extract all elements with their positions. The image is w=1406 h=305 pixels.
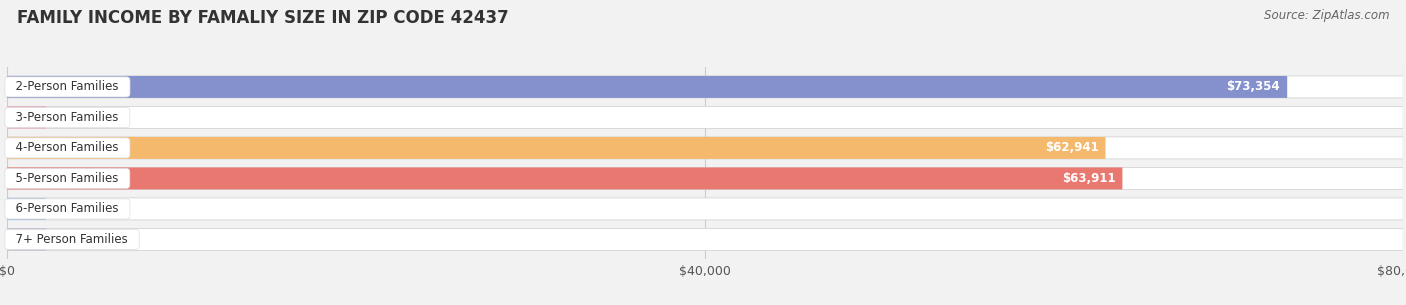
Text: 5-Person Families: 5-Person Families (8, 172, 127, 185)
Text: $62,941: $62,941 (1045, 142, 1098, 154)
FancyBboxPatch shape (7, 228, 46, 250)
FancyBboxPatch shape (7, 137, 1105, 159)
Text: 4-Person Families: 4-Person Families (8, 142, 127, 154)
Text: $0: $0 (58, 111, 72, 124)
Text: 6-Person Families: 6-Person Families (8, 203, 127, 215)
FancyBboxPatch shape (7, 106, 46, 128)
Text: 3-Person Families: 3-Person Families (8, 111, 127, 124)
FancyBboxPatch shape (7, 106, 1403, 128)
FancyBboxPatch shape (7, 76, 1403, 98)
Text: $73,354: $73,354 (1226, 81, 1281, 93)
FancyBboxPatch shape (7, 228, 1403, 250)
FancyBboxPatch shape (7, 167, 1122, 189)
Text: $0: $0 (58, 233, 72, 246)
FancyBboxPatch shape (7, 198, 46, 220)
FancyBboxPatch shape (7, 76, 1288, 98)
FancyBboxPatch shape (7, 167, 1403, 189)
Text: 2-Person Families: 2-Person Families (8, 81, 127, 93)
Text: Source: ZipAtlas.com: Source: ZipAtlas.com (1264, 9, 1389, 22)
Text: 7+ Person Families: 7+ Person Families (8, 233, 135, 246)
FancyBboxPatch shape (7, 137, 1403, 159)
Text: $0: $0 (58, 203, 72, 215)
Text: $63,911: $63,911 (1062, 172, 1115, 185)
FancyBboxPatch shape (7, 198, 1403, 220)
Text: FAMILY INCOME BY FAMALIY SIZE IN ZIP CODE 42437: FAMILY INCOME BY FAMALIY SIZE IN ZIP COD… (17, 9, 509, 27)
